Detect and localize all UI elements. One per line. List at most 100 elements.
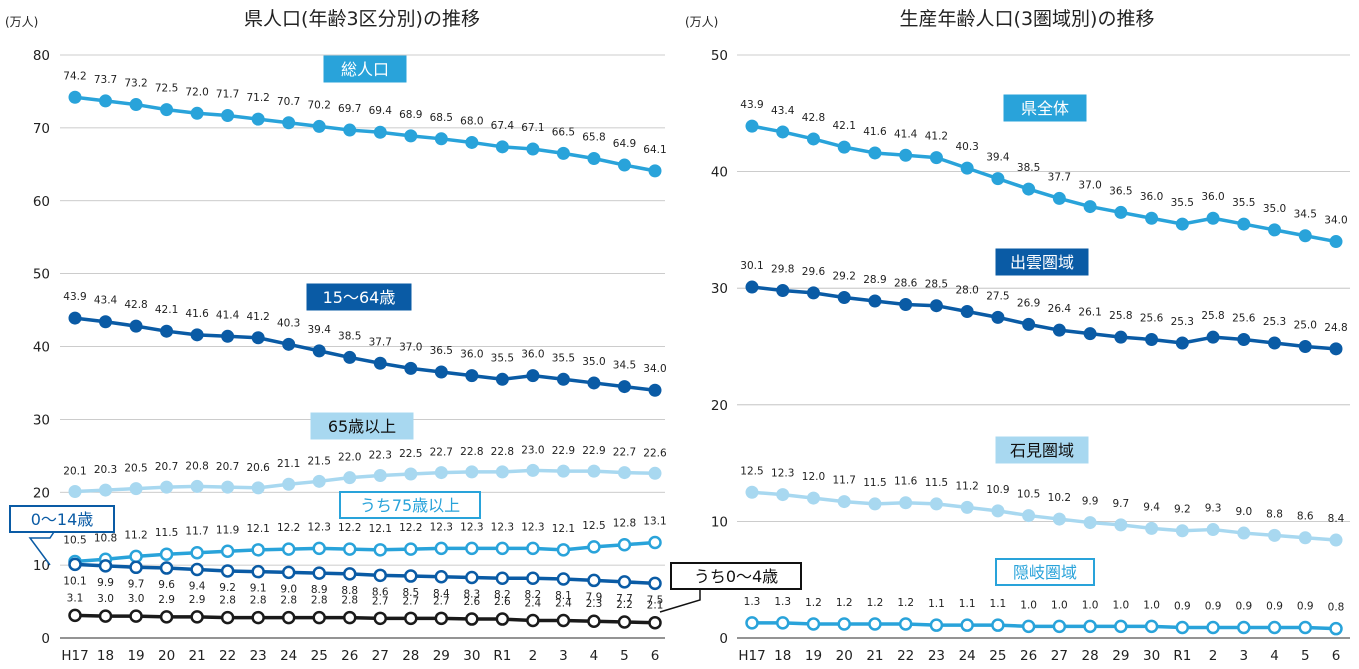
- chart-1-series-2-value-15: 9.3: [1205, 503, 1222, 515]
- chart-0-series-5-value-19: 2.1: [647, 600, 664, 612]
- chart-1-series-3-value-16: 0.9: [1235, 601, 1252, 613]
- chart-0-series-4-value-14: 8.2: [494, 589, 511, 601]
- chart-1-series-0-value-1: 43.4: [771, 105, 795, 117]
- chart-1-series-0-value-14: 35.5: [1171, 197, 1194, 209]
- chart-0-series-0-value-6: 71.2: [246, 92, 269, 104]
- chart-0-series-5-point-8: [312, 610, 326, 625]
- chart-1-series-2-point-17: [1268, 528, 1282, 542]
- chart-0-series-1-value-6: 41.2: [246, 311, 269, 323]
- chart-1-series-3-value-5: 1.2: [897, 597, 914, 609]
- chart-1-series-3-value-8: 1.1: [990, 598, 1007, 610]
- chart-0-series-3-value-9: 12.2: [338, 522, 361, 534]
- chart-0-ytick-70: 70: [33, 121, 50, 137]
- chart-0-series-4-value-16: 8.1: [555, 590, 572, 602]
- chart-0-unit-label: (万人): [5, 15, 38, 29]
- chart-0-xtick-16: 3: [559, 648, 568, 664]
- chart-0-series-1-point-5: [221, 329, 235, 343]
- chart-0-series-5-point-1: [98, 609, 113, 623]
- chart-0-series-3-point-3: [159, 547, 174, 561]
- chart-0-series-2-point-3: [160, 480, 174, 494]
- chart-1-xtick-1: 18: [774, 648, 791, 664]
- chart-0-series-2-point-18: [617, 466, 631, 480]
- chart-0-series-1-value-7: 40.3: [277, 317, 300, 329]
- chart-1-series-2-value-9: 10.5: [1017, 489, 1040, 501]
- chart-1-series-2-point-13: [1145, 521, 1159, 535]
- chart-0-series-5-value-16: 2.4: [555, 598, 572, 610]
- chart-1-series-2-value-14: 9.2: [1174, 504, 1191, 516]
- chart-0-series-5-point-15: [526, 613, 540, 628]
- chart-0-series-5-point-17: [587, 614, 601, 628]
- chart-0-series-3-point-4: [190, 545, 204, 560]
- chart-1-series-0-value-7: 40.3: [955, 141, 978, 153]
- chart-0-series-5-point-7: [281, 610, 296, 625]
- chart-1-series-0-value-13: 36.0: [1140, 191, 1163, 203]
- chart-1-series-1-value-13: 25.6: [1140, 313, 1164, 325]
- chart-0-series-1-value-17: 35.0: [582, 356, 605, 368]
- chart-0-xtick-9: 26: [341, 648, 358, 664]
- chart-1-series-1-value-1: 29.8: [771, 264, 794, 276]
- chart-1-series-2-legend-box: [995, 436, 1089, 464]
- chart-0-series-4-value-12: 8.4: [433, 588, 450, 600]
- chart-0-series-4-point-15: [526, 571, 540, 585]
- chart-1-series-1-value-4: 28.9: [863, 274, 886, 286]
- chart-1-series-1-point-13: [1145, 333, 1159, 347]
- chart-1-series-1-value-8: 27.5: [986, 290, 1009, 302]
- chart-0-series-0-point-1: [99, 94, 113, 108]
- chart-1-series-3-point-19: [1329, 621, 1343, 636]
- chart-1-series-0-value-0: 43.9: [740, 99, 763, 111]
- chart-1-series-2-point-16: [1237, 526, 1251, 540]
- chart-1-series-2-point-6: [929, 497, 943, 511]
- chart-1-series-0-value-19: 34.0: [1324, 215, 1347, 227]
- chart-1-series-2-point-8: [991, 504, 1005, 518]
- chart-0-series-5-point-2: [129, 609, 143, 623]
- chart-0-series-3-value-6: 12.1: [246, 523, 269, 535]
- chart-1-series-0-legend-label: 県全体: [1021, 99, 1069, 118]
- chart-0-series-4-point-8: [312, 566, 326, 580]
- chart-0-series-0-value-15: 67.1: [521, 122, 544, 134]
- chart-0-series-1-point-13: [465, 369, 479, 383]
- chart-0-series-0-value-13: 68.0: [460, 115, 483, 127]
- chart-0-series-1-point-12: [434, 365, 448, 379]
- chart-0-series-1-point-19: [648, 383, 662, 397]
- chart-1-series-3-value-13: 1.0: [1143, 599, 1160, 611]
- chart-0-series-4-point-0: [68, 557, 82, 572]
- chart-0-series-0-point-3: [160, 103, 174, 117]
- chart-1-series-0-point-5: [899, 148, 913, 162]
- chart-0-series-4-value-0: 10.1: [63, 575, 86, 587]
- chart-1-series-2-value-6: 11.5: [925, 477, 948, 489]
- chart-0-series-5-point-6: [251, 610, 265, 625]
- chart-0-series-4-value-8: 8.9: [311, 584, 328, 596]
- chart-0-xtick-18: 5: [620, 648, 629, 664]
- chart-1-series-3-value-2: 1.2: [805, 597, 822, 609]
- chart-0-series-1-point-14: [495, 372, 509, 386]
- chart-0-series-1-point-0: [68, 311, 82, 325]
- chart-1-series-2-value-7: 11.2: [955, 480, 978, 492]
- chart-0-series-5-point-3: [159, 610, 174, 624]
- chart-1-series-1-value-2: 29.6: [802, 266, 826, 278]
- chart-1-series-1-value-11: 26.1: [1078, 307, 1101, 319]
- chart-1-xtick-8: 25: [989, 648, 1006, 664]
- chart-1-series-2-point-10: [1052, 512, 1066, 526]
- chart-0-series-3-point-13: [465, 541, 479, 556]
- chart-0-series-2-value-7: 21.1: [277, 458, 300, 470]
- chart-0-series-2-point-1: [99, 483, 113, 497]
- chart-0-series-1-point-16: [556, 372, 570, 386]
- chart-0-series-1-value-4: 41.6: [185, 308, 209, 320]
- chart-1-series-0-value-9: 38.5: [1017, 162, 1040, 174]
- chart-0-series-4-point-1: [98, 559, 113, 573]
- chart-0-series-1-point-11: [404, 361, 418, 375]
- chart-1-series-0-point-13: [1145, 211, 1159, 225]
- chart-1-series-3-point-4: [868, 617, 882, 631]
- chart-1-series-1-point-17: [1268, 336, 1282, 350]
- chart-1-series-1-value-5: 28.6: [894, 278, 918, 290]
- chart-1-series-0-point-0: [745, 119, 759, 133]
- chart-0-series-1-value-10: 37.7: [369, 336, 392, 348]
- chart-1-series-2-point-3: [837, 495, 851, 509]
- chart-0-series-5-value-14: 2.6: [494, 596, 511, 608]
- chart-1-series-1-point-12: [1114, 330, 1128, 344]
- chart-1-xtick-18: 5: [1301, 648, 1310, 664]
- chart-0-series-1-point-9: [343, 350, 357, 364]
- chart-0-series-1-point-10: [373, 356, 387, 370]
- chart-1-xtick-10: 27: [1051, 648, 1068, 664]
- chart-0-series-3-point-14: [495, 541, 510, 556]
